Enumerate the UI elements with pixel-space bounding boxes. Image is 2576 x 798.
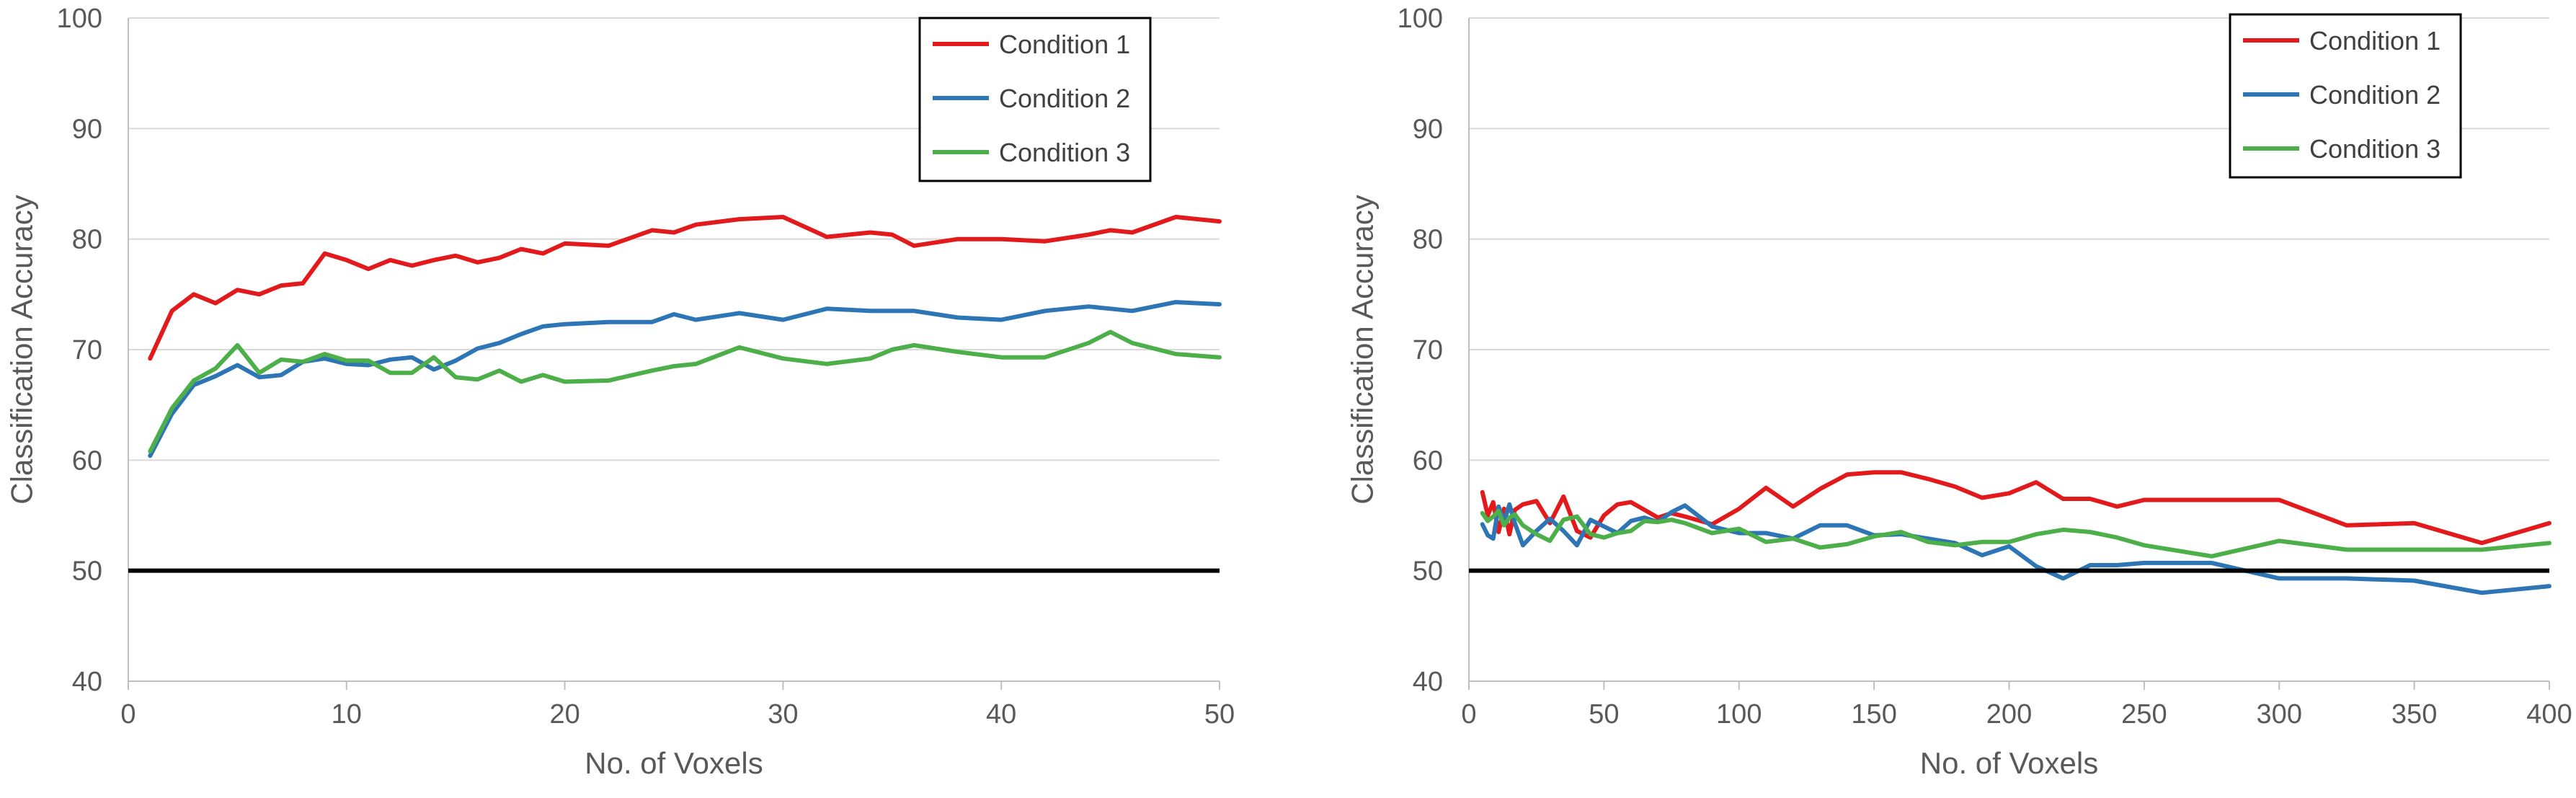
legend-label-condition-2: Condition 2 — [999, 84, 1130, 113]
y-tick-label: 90 — [72, 114, 102, 144]
y-tick-label: 100 — [57, 4, 102, 34]
x-tick-label: 200 — [1986, 699, 2032, 730]
y-tick-label: 50 — [1413, 557, 1443, 587]
legend-label-condition-2: Condition 2 — [2309, 80, 2440, 110]
x-tick-label: 0 — [1461, 699, 1476, 730]
x-tick-label: 250 — [2121, 699, 2167, 730]
x-tick-label: 150 — [1851, 699, 1896, 730]
x-tick-label: 30 — [768, 699, 798, 730]
series-line-condition-2 — [148, 300, 1222, 458]
series-line-condition-1 — [148, 215, 1222, 361]
legend-label-condition-1: Condition 1 — [2309, 26, 2440, 56]
x-tick-label: 50 — [1589, 699, 1619, 730]
x-tick-label: 100 — [1716, 699, 1762, 730]
y-tick-label: 70 — [1413, 335, 1443, 365]
series-line-condition-1 — [1480, 470, 2551, 546]
y-tick-label: 90 — [1413, 114, 1443, 144]
y-tick-label: 40 — [1413, 667, 1443, 697]
x-tick-label: 300 — [2257, 699, 2302, 730]
x-tick-label: 350 — [2391, 699, 2437, 730]
legend-label-condition-1: Condition 1 — [999, 30, 1130, 59]
legend-label-condition-3: Condition 3 — [999, 138, 1130, 167]
y-tick-label: 40 — [72, 667, 102, 697]
y-tick-label: 50 — [72, 557, 102, 587]
y-tick-label: 80 — [72, 225, 102, 255]
x-tick-label: 20 — [549, 699, 579, 730]
chart-1: 40 50 60 70 80 90 100 0 10 20 30 40 50 No. of Voxels C… — [5, 4, 1235, 780]
y-axis-title: Classification Accuracy — [1346, 195, 1380, 505]
legend: Condition 1 Condition 2 Condition 3 — [2229, 13, 2462, 179]
y-tick-label: 80 — [1413, 225, 1443, 255]
x-tick-label: 400 — [2526, 699, 2572, 730]
x-tick-label: 50 — [1204, 699, 1235, 730]
x-tick-label: 10 — [332, 699, 362, 730]
x-tick-label: 40 — [986, 699, 1016, 730]
series-line-condition-3 — [148, 329, 1222, 454]
x-axis-title: No. of Voxels — [585, 746, 763, 780]
series-line-condition-2 — [1480, 502, 2551, 595]
chart-2: 40 50 60 70 80 90 100 0 50 100 150 200 250 300 350 400 N… — [1346, 4, 2572, 780]
y-tick-label: 70 — [72, 335, 102, 365]
legend: Condition 1 Condition 2 Condition 3 — [918, 17, 1152, 182]
y-tick-label: 100 — [1398, 4, 1443, 34]
legend-label-condition-3: Condition 3 — [2309, 134, 2440, 164]
x-tick-label: 0 — [120, 699, 136, 730]
y-axis-title: Classification Accuracy — [5, 195, 39, 505]
x-axis-title: No. of Voxels — [1920, 746, 2098, 780]
series-line-condition-3 — [1480, 508, 2551, 559]
y-tick-label: 60 — [1413, 445, 1443, 476]
y-tick-label: 60 — [72, 445, 102, 476]
